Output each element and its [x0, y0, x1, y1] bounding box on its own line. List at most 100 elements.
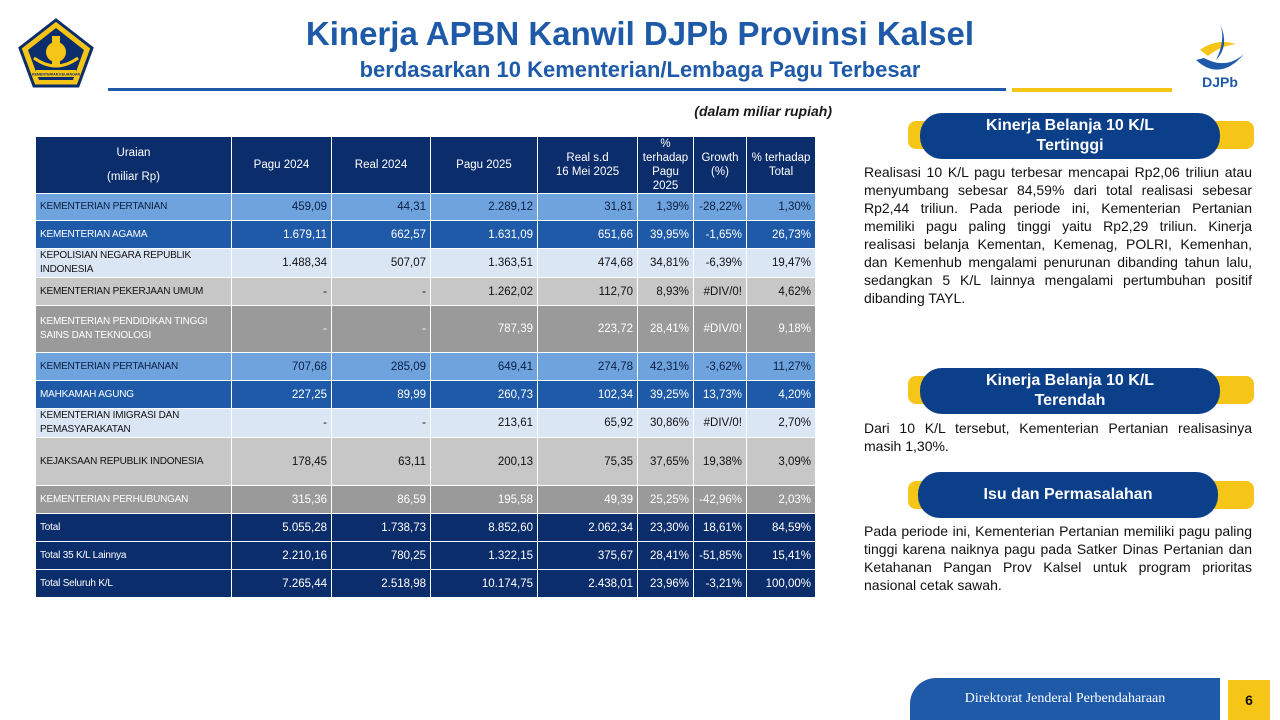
- footer-org: Direktorat Jenderal Perbendaharaan: [910, 678, 1220, 720]
- table-cell: 285,09: [331, 352, 431, 381]
- table-cell: 26,73%: [746, 220, 816, 249]
- table-cell: 1.262,02: [430, 277, 538, 306]
- row-label: KEMENTERIAN PERTAHANAN: [35, 352, 232, 381]
- table-cell: 34,81%: [637, 248, 694, 278]
- table-cell: 18,61%: [693, 513, 747, 542]
- panel-title-tertinggi: Kinerja Belanja 10 K/L Tertinggi: [920, 113, 1220, 159]
- row-label: KEPOLISIAN NEGARA REPUBLIK INDONESIA: [35, 248, 232, 278]
- column-header: Pagu 2025: [430, 136, 538, 194]
- row-label: KEMENTERIAN PEKERJAAN UMUM: [35, 277, 232, 306]
- column-header-line: Growth: [701, 152, 739, 164]
- table-cell: 84,59%: [746, 513, 816, 542]
- panel-title-isu: Isu dan Permasalahan: [918, 472, 1218, 518]
- title-underline-accent: [1012, 88, 1172, 92]
- table-cell: 227,25: [231, 380, 332, 409]
- table-cell: 30,86%: [637, 408, 694, 438]
- row-label: Total 35 K/L Lainnya: [35, 541, 232, 570]
- table-cell: 787,39: [430, 305, 538, 353]
- column-header: Growth (%): [693, 136, 747, 194]
- table-cell: 315,36: [231, 485, 332, 514]
- table-cell: 1,30%: [746, 193, 816, 221]
- table-cell: 42,31%: [637, 352, 694, 381]
- kemenkeu-logo-icon: KEMENTERIAN KEUANGAN: [18, 18, 94, 88]
- table-cell: 28,41%: [637, 541, 694, 570]
- column-header-line: 16 Mei 2025: [555, 166, 620, 178]
- unit-note: (dalam miliar rupiah): [694, 103, 832, 119]
- column-header: Pagu 2024: [231, 136, 332, 194]
- row-label: KEMENTERIAN PENDIDIKAN TINGGI SAINS DAN …: [35, 305, 232, 353]
- column-header: Real 2024: [331, 136, 431, 194]
- table-cell: 15,41%: [746, 541, 816, 570]
- table-row: KEMENTERIAN PERHUBUNGAN 315,36 86,59 195,58…: [35, 485, 816, 514]
- table-row: Total 35 K/L Lainnya 2.210,16 780,25 1.322,…: [35, 541, 816, 570]
- table-cell: 4,20%: [746, 380, 816, 409]
- table-row: Total 5.055,28 1.738,73 8.852,60 2.062,34 23,…: [35, 513, 816, 542]
- table-cell: 8,93%: [637, 277, 694, 306]
- table-cell: -51,85%: [693, 541, 747, 570]
- column-header-line: % terhadap: [751, 152, 811, 164]
- table-cell: 7.265,44: [231, 569, 332, 598]
- table-cell: -: [231, 277, 332, 306]
- table-cell: 2.062,34: [537, 513, 638, 542]
- table-cell: 507,07: [331, 248, 431, 278]
- table-row: MAHKAMAH AGUNG 227,25 89,99 260,73 102,34 39,…: [35, 380, 816, 409]
- table-cell: #DIV/0!: [693, 305, 747, 353]
- table-cell: 44,31: [331, 193, 431, 221]
- column-header: Uraian (miliar Rp): [35, 136, 232, 194]
- table-cell: 2.289,12: [430, 193, 538, 221]
- row-label: Total Seluruh K/L: [35, 569, 232, 598]
- table-cell: 11,27%: [746, 352, 816, 381]
- table-row: KEMENTERIAN PERTANIAN 459,09 44,31 2.289,12…: [35, 193, 816, 221]
- table-cell: 75,35: [537, 437, 638, 486]
- table-cell: 86,59: [331, 485, 431, 514]
- column-header-line: Total: [768, 166, 794, 178]
- table-cell: 213,61: [430, 408, 538, 438]
- row-label: MAHKAMAH AGUNG: [35, 380, 232, 409]
- table-cell: 13,73%: [693, 380, 747, 409]
- table-cell: 1.738,73: [331, 513, 431, 542]
- table-cell: -6,39%: [693, 248, 747, 278]
- page-subtitle: berdasarkan 10 Kementerian/Lembaga Pagu …: [359, 57, 921, 82]
- column-header: % terhadap Pagu 2025: [637, 136, 694, 194]
- table-cell: 8.852,60: [430, 513, 538, 542]
- table-cell: 662,57: [331, 220, 431, 249]
- table-cell: 102,34: [537, 380, 638, 409]
- table-cell: -3,21%: [693, 569, 747, 598]
- table-cell: 5.055,28: [231, 513, 332, 542]
- column-header-line: % terhadap: [642, 138, 689, 164]
- panel-text-isu: Pada periode ini, Kementerian Pertanian …: [864, 523, 1252, 593]
- table-cell: -: [231, 305, 332, 353]
- table-cell: -: [231, 408, 332, 438]
- column-header-line: (%): [711, 166, 729, 178]
- table-cell: 23,30%: [637, 513, 694, 542]
- panel-text-tertinggi: Realisasi 10 K/L pagu terbesar mencapai …: [864, 164, 1252, 306]
- table-cell: 707,68: [231, 352, 332, 381]
- table-cell: 4,62%: [746, 277, 816, 306]
- table-cell: 274,78: [537, 352, 638, 381]
- table-cell: 1.322,15: [430, 541, 538, 570]
- row-label: KEJAKSAAN REPUBLIK INDONESIA: [35, 437, 232, 486]
- logo-ribbon-text: KEMENTERIAN KEUANGAN: [32, 73, 81, 77]
- table-cell: -: [331, 305, 431, 353]
- table-row: KEMENTERIAN IMIGRASI DAN PEMASYARAKATAN -…: [35, 408, 816, 438]
- column-header: % terhadap Total: [746, 136, 816, 194]
- row-label: KEMENTERIAN AGAMA: [35, 220, 232, 249]
- table-cell: 23,96%: [637, 569, 694, 598]
- table-cell: 3,09%: [746, 437, 816, 486]
- table-row: KEMENTERIAN AGAMA 1.679,11 662,57 1.631,09 6…: [35, 220, 816, 249]
- column-header-line: Pagu 2025: [652, 166, 679, 192]
- table-cell: 2.210,16: [231, 541, 332, 570]
- row-label: KEMENTERIAN PERTANIAN: [35, 193, 232, 221]
- table-cell: 2.518,98: [331, 569, 431, 598]
- table-cell: #DIV/0!: [693, 408, 747, 438]
- table-cell: -1,65%: [693, 220, 747, 249]
- column-header-line: Uraian: [116, 147, 151, 159]
- table-cell: 65,92: [537, 408, 638, 438]
- row-label: KEMENTERIAN IMIGRASI DAN PEMASYARAKATAN: [35, 408, 232, 438]
- table-cell: #DIV/0!: [693, 277, 747, 306]
- djpb-logo-icon: DJPb: [1196, 24, 1244, 90]
- table-cell: 2,70%: [746, 408, 816, 438]
- table-cell: 28,41%: [637, 305, 694, 353]
- title-underline: [108, 88, 1006, 91]
- table-row: KEMENTERIAN PENDIDIKAN TINGGI SAINS DAN …: [35, 305, 816, 353]
